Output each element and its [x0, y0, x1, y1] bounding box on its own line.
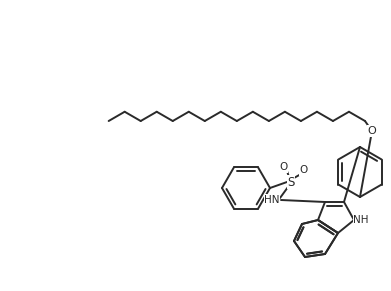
- Text: O: O: [368, 126, 377, 136]
- Text: O: O: [300, 165, 308, 175]
- Text: HN: HN: [264, 195, 280, 205]
- Text: S: S: [287, 175, 295, 189]
- Text: NH: NH: [353, 215, 369, 225]
- Text: O: O: [279, 162, 287, 172]
